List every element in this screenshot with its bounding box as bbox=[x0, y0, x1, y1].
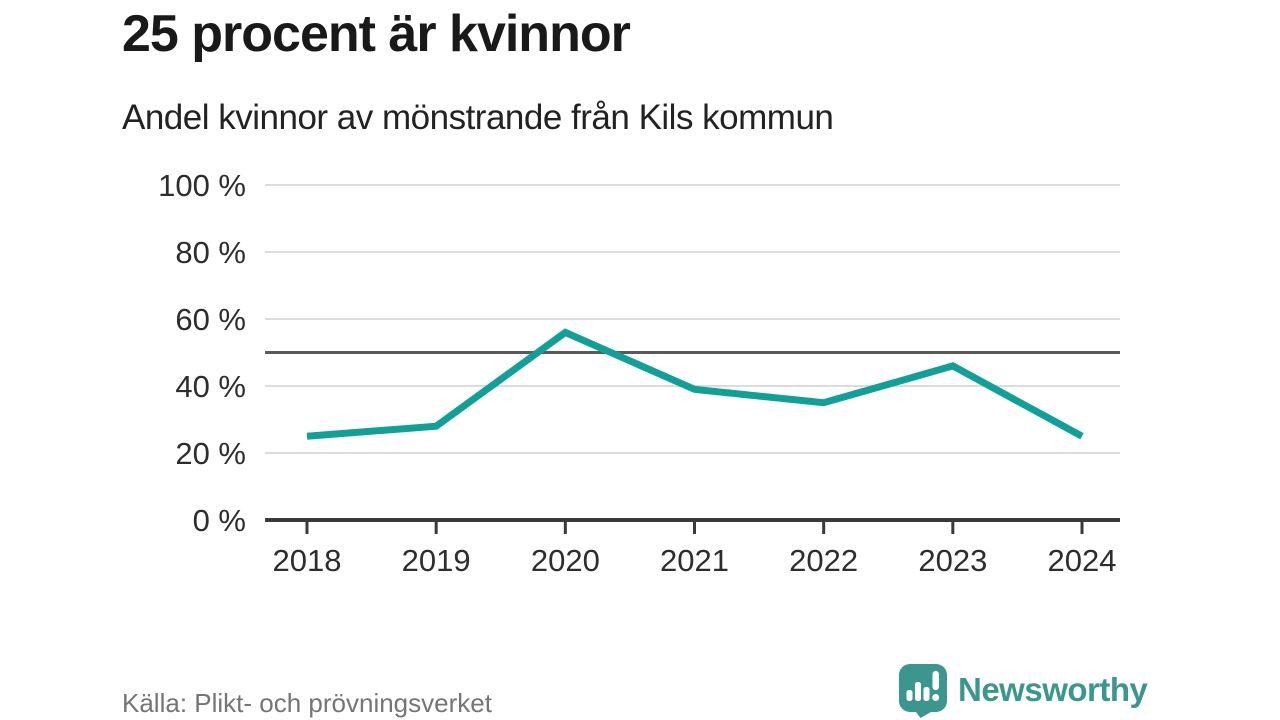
y-tick-label: 40 % bbox=[175, 369, 246, 404]
exclamation-dot-icon bbox=[932, 694, 940, 701]
x-tick-label: 2021 bbox=[660, 543, 729, 578]
x-tick-label: 2023 bbox=[918, 543, 987, 578]
bar-icon-small bbox=[906, 690, 913, 701]
x-tick-label: 2020 bbox=[531, 543, 600, 578]
x-tick-label: 2024 bbox=[1048, 543, 1117, 578]
y-tick-label: 80 % bbox=[175, 235, 246, 270]
exclamation-line-icon bbox=[932, 671, 939, 690]
x-tick-label: 2018 bbox=[273, 543, 342, 578]
brand-name: Newsworthy bbox=[958, 671, 1148, 708]
speech-bubble-shape bbox=[899, 664, 947, 718]
x-tick-label: 2019 bbox=[402, 543, 471, 578]
y-tick-label: 60 % bbox=[175, 302, 246, 337]
data-line-series bbox=[306, 328, 1084, 440]
bar-icon-medium bbox=[923, 687, 930, 701]
newsworthy-icon bbox=[899, 664, 947, 718]
bar-icon-tall bbox=[915, 682, 921, 701]
source-note: Källa: Plikt- och prövningsverket bbox=[122, 688, 492, 718]
brand-logo: Newsworthy bbox=[897, 662, 1148, 718]
y-tick-label: 20 % bbox=[175, 436, 246, 471]
chart-title: 25 procent är kvinnor bbox=[122, 5, 631, 63]
y-tick-label: 100 % bbox=[158, 168, 246, 203]
x-tick-label: 2022 bbox=[789, 543, 858, 578]
y-tick-label: 0 % bbox=[193, 503, 246, 538]
chart-subtitle: Andel kvinnor av mönstrande från Kils ko… bbox=[122, 98, 834, 137]
